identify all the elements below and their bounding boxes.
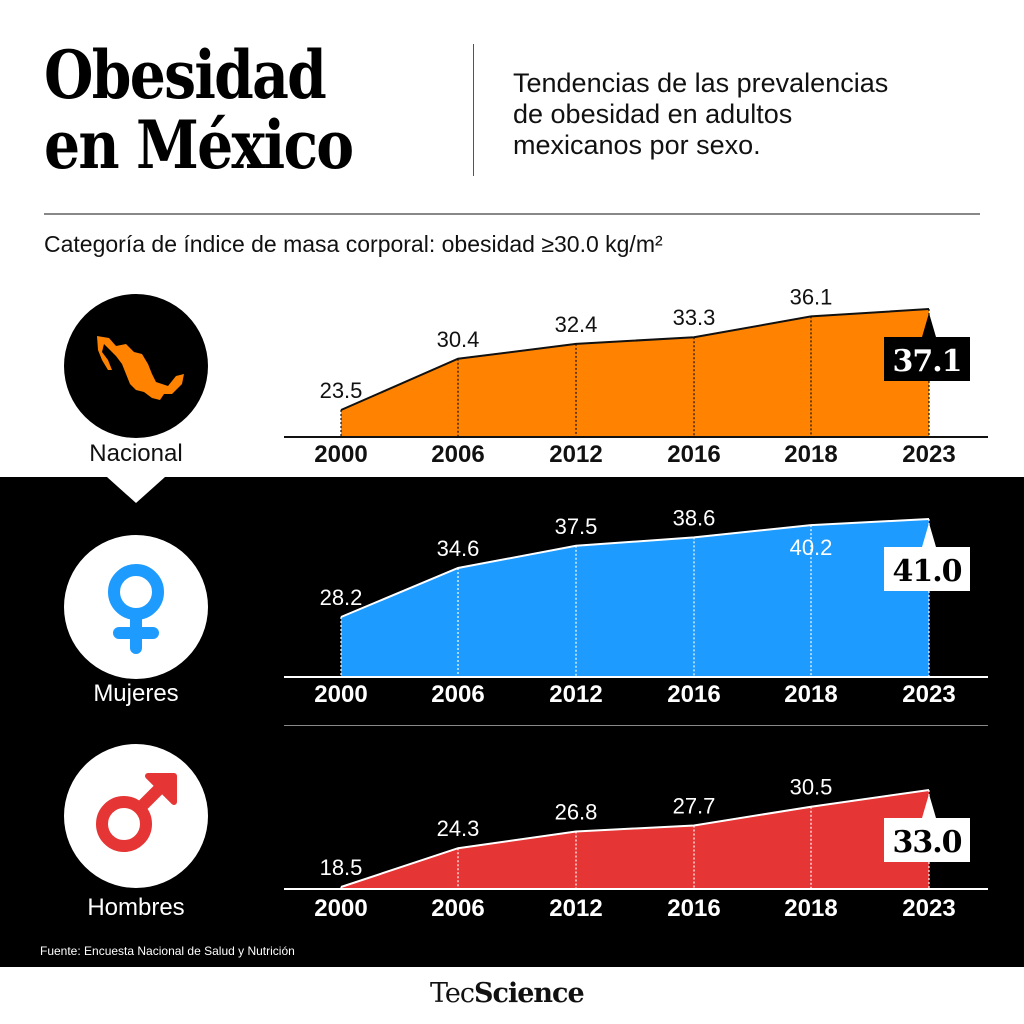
mujeres-tick-2023: 2023: [902, 681, 955, 708]
hombres-tick-2018: 2018: [784, 895, 837, 922]
mujeres-tick-2018: 2018: [784, 681, 837, 708]
pointer-triangle: [107, 477, 165, 503]
segment-label-nacional: Nacional: [89, 440, 183, 467]
male-symbol-icon: [96, 773, 177, 852]
segment-label-mujeres: Mujeres: [93, 680, 179, 707]
hombres-value-label-2012: 26.8: [555, 799, 598, 824]
segment-label-hombres: Hombres: [87, 894, 185, 921]
mujeres-highlight-box: [884, 547, 970, 591]
nacional-highlight-box: [884, 337, 970, 381]
hombres-icon-circle: [64, 744, 208, 888]
mujeres-hombres-divider: [284, 725, 988, 726]
mujeres-value-label-2018: 40.2: [790, 535, 833, 560]
nacional-tick-2006: 2006: [431, 441, 484, 468]
header-divider: [473, 44, 474, 176]
nacional-value-label-2016: 33.3: [673, 305, 716, 330]
hombres-tick-2016: 2016: [667, 895, 720, 922]
logo-light: Tec: [430, 978, 475, 1009]
nacional-value-label-2012: 32.4: [555, 312, 598, 337]
mujeres-highlight-pointer: [922, 523, 936, 547]
nacional-value-label-2006: 30.4: [437, 327, 480, 352]
subtitle: Tendencias de las prevalencias de obesid…: [513, 68, 993, 161]
mujeres-line: [340, 518, 930, 618]
source-note: Fuente: Encuesta Nacional de Salud y Nut…: [40, 944, 295, 958]
mujeres-icon-circle: [64, 535, 208, 679]
nacional-tick-2018: 2018: [784, 441, 837, 468]
hombres-value-label-2000: 18.5: [320, 855, 363, 880]
nacional-value-label-2018: 36.1: [790, 284, 833, 309]
mujeres-highlight-value: 41.0: [892, 554, 961, 589]
nacional-highlight-pointer: [922, 313, 936, 337]
mujeres-tick-2006: 2006: [431, 681, 484, 708]
nacional-icon-circle: [64, 294, 208, 438]
subtitle-line: mexicanos por sexo.: [513, 130, 761, 160]
nacional-line: [340, 308, 930, 411]
hombres-tick-2012: 2012: [549, 895, 602, 922]
mujeres-tick-2016: 2016: [667, 681, 720, 708]
nacional-area: [341, 309, 929, 437]
mujeres-value-label-2012: 37.5: [555, 514, 598, 539]
female-symbol-icon: [108, 564, 164, 654]
hombres-area: [341, 790, 929, 889]
hombres-line: [340, 789, 930, 888]
page-title: Obesidad en México: [44, 36, 354, 184]
nacional-tick-2023: 2023: [902, 441, 955, 468]
brand-logo: TecScience: [430, 978, 585, 1009]
hombres-highlight-box: [884, 818, 970, 862]
hombres-highlight-value: 33.0: [892, 825, 961, 860]
mujeres-value-label-2000: 28.2: [320, 585, 363, 610]
nacional-tick-2012: 2012: [549, 441, 602, 468]
nacional-tick-2016: 2016: [667, 441, 720, 468]
mujeres-value-label-2016: 38.6: [673, 505, 716, 530]
nacional-highlight-value: 37.1: [892, 344, 961, 379]
hombres-highlight-pointer: [922, 794, 936, 818]
mujeres-area: [341, 519, 929, 677]
mujeres-tick-2012: 2012: [549, 681, 602, 708]
title-line-1: Obesidad: [44, 36, 327, 114]
subtitle-line: de obesidad en adultos: [513, 99, 793, 129]
hombres-tick-2023: 2023: [902, 895, 955, 922]
logo-bold: Science: [474, 978, 585, 1009]
nacional-value-label-2000: 23.5: [320, 378, 363, 403]
hombres-value-label-2006: 24.3: [437, 816, 480, 841]
nacional-tick-2000: 2000: [314, 441, 367, 468]
mexico-map-icon: [97, 336, 184, 400]
section-divider: [44, 213, 980, 215]
mujeres-value-label-2006: 34.6: [437, 536, 480, 561]
subtitle-line: Tendencias de las prevalencias: [513, 68, 889, 98]
hombres-tick-2006: 2006: [431, 895, 484, 922]
title-line-2: en México: [44, 106, 354, 184]
hombres-value-label-2016: 27.7: [673, 793, 716, 818]
hombres-value-label-2018: 30.5: [790, 775, 833, 800]
category-note: Categoría de índice de masa corporal: ob…: [44, 231, 663, 257]
hombres-tick-2000: 2000: [314, 895, 367, 922]
mujeres-tick-2000: 2000: [314, 681, 367, 708]
